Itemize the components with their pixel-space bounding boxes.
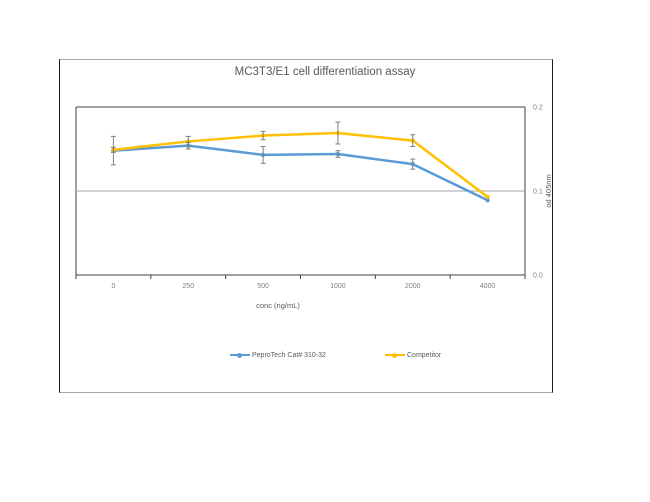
error-bars bbox=[110, 135, 416, 170]
series-competitor bbox=[111, 130, 490, 200]
legend-item-peprotech[interactable]: PeproTech Cat# 310-32 bbox=[230, 351, 326, 359]
x-tick-label: 250 bbox=[182, 283, 194, 290]
x-tick-label: 1000 bbox=[330, 283, 346, 290]
series-layer bbox=[110, 121, 490, 203]
series-line bbox=[113, 131, 489, 198]
x-ticks bbox=[75, 275, 526, 279]
series-peprotech bbox=[111, 143, 490, 203]
y-tick-label: 0.0 bbox=[533, 273, 543, 280]
x-tick-labels: 0 250 500 1000 2000 4000 bbox=[111, 283, 495, 290]
legend-line-marker-icon bbox=[385, 351, 405, 359]
legend-line-marker-icon bbox=[230, 351, 250, 359]
chart-title: MC3T3/E1 cell differentiation assay bbox=[234, 66, 416, 78]
y-axis-title: od 405nm bbox=[544, 174, 553, 207]
series-line bbox=[113, 144, 489, 202]
y-tick-label: 0.2 bbox=[533, 105, 543, 112]
chart-frame bbox=[59, 59, 553, 393]
x-axis-title: conc (ng/mL) bbox=[256, 301, 300, 310]
x-tick-label: 0 bbox=[111, 283, 115, 290]
x-tick-label: 500 bbox=[257, 283, 269, 290]
data-point-marker[interactable] bbox=[485, 194, 490, 200]
error-bars bbox=[110, 121, 416, 153]
legend-label: Competitor bbox=[407, 351, 442, 359]
y-tick-label: 0.1 bbox=[533, 189, 543, 196]
y-tick-labels: 0.2 0.1 0.0 bbox=[533, 105, 543, 280]
x-tick-label: 2000 bbox=[405, 283, 421, 290]
x-tick-label: 4000 bbox=[480, 283, 496, 290]
legend-item-competitor[interactable]: Competitor bbox=[385, 351, 441, 359]
data-point-marker[interactable] bbox=[485, 198, 490, 203]
legend-label: PeproTech Cat# 310-32 bbox=[252, 351, 326, 359]
legend: PeproTech Cat# 310-32 Competitor bbox=[0, 351, 650, 365]
